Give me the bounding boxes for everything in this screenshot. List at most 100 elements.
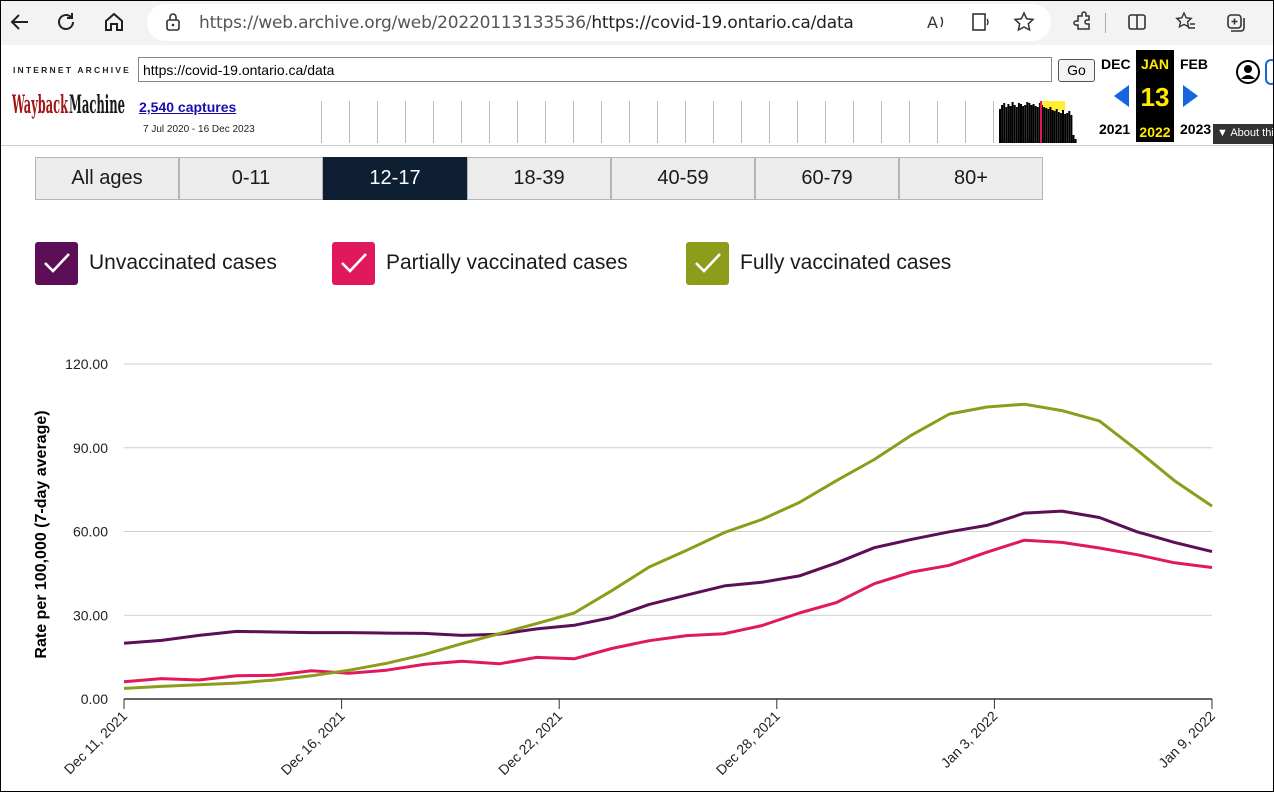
sparkline-year-divider <box>629 101 630 143</box>
y-tick-label: 90.00 <box>73 440 108 456</box>
current-month-label: JAN <box>1140 56 1169 72</box>
sparkline-bar <box>1028 103 1031 143</box>
sparkline-year-divider <box>909 101 910 143</box>
sparkline-bar <box>1057 112 1060 143</box>
sparkline-bar <box>1055 109 1058 143</box>
sparkline-year-divider <box>601 101 602 143</box>
archive-icon[interactable] <box>1265 59 1273 85</box>
sparkline-bar <box>1038 103 1041 143</box>
sparkline-bar <box>1049 107 1052 143</box>
svg-text:Wayback: Wayback <box>12 90 69 119</box>
sparkline-year-divider <box>853 101 854 143</box>
checkbox-checked-icon[interactable] <box>332 241 375 285</box>
y-tick-label: 120.00 <box>65 356 108 372</box>
capture-sparkline[interactable] <box>319 97 1099 143</box>
sparkline-bar <box>1020 104 1022 143</box>
go-button[interactable]: Go <box>1058 59 1095 82</box>
y-tick-label: 30.00 <box>73 607 108 623</box>
tab-all-ages[interactable]: All ages <box>35 157 179 200</box>
sparkline-year-divider <box>405 101 406 143</box>
collections-icon[interactable] <box>1221 8 1249 36</box>
address-bar[interactable]: https://web.archive.org/web/202201131335… <box>147 4 1051 41</box>
sparkline-year-divider <box>573 101 574 143</box>
series-line-partially-vaccinated-cases <box>123 538 1213 684</box>
wayback-url-input[interactable] <box>138 57 1052 82</box>
address-url-prefix: https://web.archive.org/web/202201131335… <box>199 13 592 33</box>
sparkline-year-divider <box>657 101 658 143</box>
browser-toolbar: https://web.archive.org/web/202201131335… <box>1 1 1273 45</box>
current-capture-date: JAN 13 2022 <box>1136 50 1174 142</box>
sparkline-year-divider <box>461 101 462 143</box>
sparkline-bar <box>1011 102 1014 143</box>
y-tick-label: 0.00 <box>81 691 108 707</box>
sparkline-bar <box>1053 111 1056 143</box>
read-aloud-icon[interactable]: A <box>922 8 950 36</box>
sparkline-bar <box>1030 105 1033 143</box>
tab-0-11[interactable]: 0-11 <box>179 157 323 200</box>
svg-text:A: A <box>927 13 938 32</box>
tab-60-79[interactable]: 60-79 <box>755 157 899 200</box>
sparkline-bar <box>1045 108 1048 143</box>
sparkline-year-divider <box>517 101 518 143</box>
sparkline-bar <box>1003 103 1006 143</box>
legend-toggle-fully-vaccinated[interactable]: Fully vaccinated cases <box>686 241 951 285</box>
sparkline-bar <box>1036 107 1039 143</box>
user-account-icon[interactable] <box>1236 59 1260 90</box>
sparkline-bar <box>1043 107 1046 143</box>
tab-80-plus[interactable]: 80+ <box>899 157 1043 200</box>
sparkline-year-divider <box>377 101 378 143</box>
current-year-label: 2022 <box>1139 124 1171 140</box>
prev-month-label[interactable]: DEC <box>1101 56 1131 72</box>
x-tick-label: Dec 22, 2021 <box>495 708 565 778</box>
captures-link[interactable]: 2,540 captures <box>139 99 237 115</box>
immersive-reader-icon[interactable] <box>967 8 995 36</box>
sparkline-bar <box>1017 103 1020 143</box>
x-tick-label: Dec 16, 2021 <box>278 708 348 778</box>
tab-40-59[interactable]: 40-59 <box>611 157 755 200</box>
about-button[interactable]: ▼ About thi <box>1213 124 1273 144</box>
prev-year-label[interactable]: 2021 <box>1099 121 1131 137</box>
favorites-icon[interactable] <box>1172 8 1200 36</box>
svg-text:Machine: Machine <box>69 90 125 119</box>
legend-label-unvaccinated: Unvaccinated cases <box>89 251 277 274</box>
x-tick-label: Dec 11, 2021 <box>61 708 131 778</box>
sparkline-bar <box>1068 111 1071 143</box>
extensions-icon[interactable] <box>1069 8 1097 36</box>
favorite-star-icon[interactable] <box>1010 8 1038 36</box>
sparkline-year-divider <box>797 101 798 143</box>
next-arrow-icon[interactable] <box>1181 83 1201 114</box>
toolbar-divider <box>1105 13 1106 33</box>
sparkline-year-divider <box>349 101 350 143</box>
legend-toggle-partially-vaccinated[interactable]: Partially vaccinated cases <box>332 241 628 285</box>
checkbox-checked-icon[interactable] <box>686 241 729 285</box>
sparkline-bar <box>1070 115 1073 143</box>
legend-label-fully-vaccinated: Fully vaccinated cases <box>740 251 952 274</box>
split-screen-icon[interactable] <box>1123 8 1151 36</box>
sparkline-bar <box>1032 104 1035 143</box>
lock-icon[interactable] <box>165 12 181 37</box>
checkbox-checked-icon[interactable] <box>35 241 78 285</box>
next-month-label[interactable]: FEB <box>1180 56 1208 72</box>
wayback-machine-logo[interactable]: Wayback Machine <box>11 81 126 123</box>
sparkline-bar <box>1034 106 1037 143</box>
tab-12-17[interactable]: 12-17 <box>323 157 467 200</box>
home-icon[interactable] <box>99 7 129 37</box>
next-year-label[interactable]: 2023 <box>1180 121 1212 137</box>
sparkline-bar <box>1024 105 1027 143</box>
sparkline-bar <box>1062 110 1064 143</box>
age-group-tabs: All ages 0-11 12-17 18-39 40-59 60-79 80… <box>35 157 1043 200</box>
legend-toggle-unvaccinated[interactable]: Unvaccinated cases <box>35 241 277 285</box>
prev-arrow-icon[interactable] <box>1111 83 1131 114</box>
tab-18-39[interactable]: 18-39 <box>467 157 611 200</box>
sparkline-year-divider <box>937 101 938 143</box>
capture-date-range: 7 Jul 2020 - 16 Dec 2023 <box>143 124 255 135</box>
sparkline-year-divider <box>685 101 686 143</box>
back-icon[interactable] <box>5 7 35 37</box>
sparkline-bar <box>1074 139 1077 143</box>
address-url-suffix: https://covid-19.ontario.ca/data <box>591 13 854 33</box>
refresh-icon[interactable] <box>51 7 81 37</box>
legend-label-partially-vaccinated: Partially vaccinated cases <box>386 251 628 274</box>
sparkline-year-divider <box>825 101 826 143</box>
sparkline-year-divider <box>489 101 490 143</box>
